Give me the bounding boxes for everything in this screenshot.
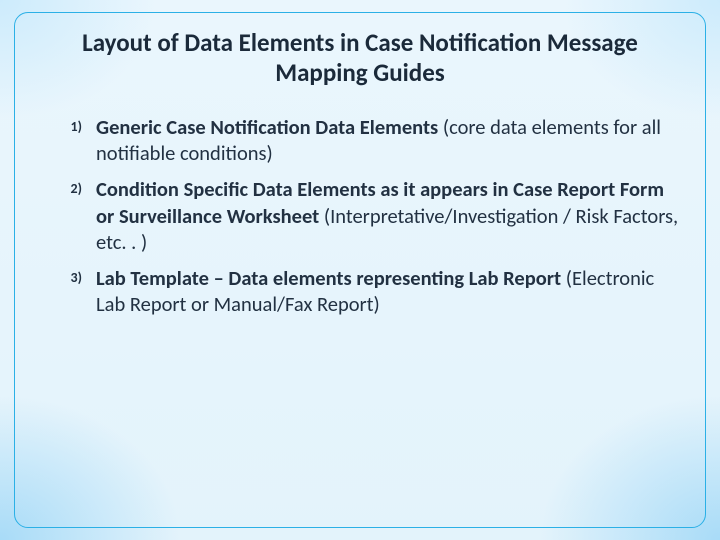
list-item-bold: Generic Case Notification Data Elements: [96, 114, 438, 140]
list-item: Lab Template – Data elements representin…: [96, 265, 680, 317]
list-number: 2: [40, 176, 82, 255]
list-number: 3: [40, 265, 82, 317]
list-item-bold: Lab Template – Data elements representin…: [96, 265, 561, 291]
slide-content: Layout of Data Elements in Case Notifica…: [40, 28, 680, 318]
list-number: 1: [40, 114, 82, 166]
list-item: Generic Case Notification Data Elements …: [96, 114, 680, 166]
slide-title: Layout of Data Elements in Case Notifica…: [70, 28, 650, 88]
numbered-list: 1 Generic Case Notification Data Element…: [40, 114, 680, 318]
list-item: Condition Specific Data Elements as it a…: [96, 176, 680, 255]
